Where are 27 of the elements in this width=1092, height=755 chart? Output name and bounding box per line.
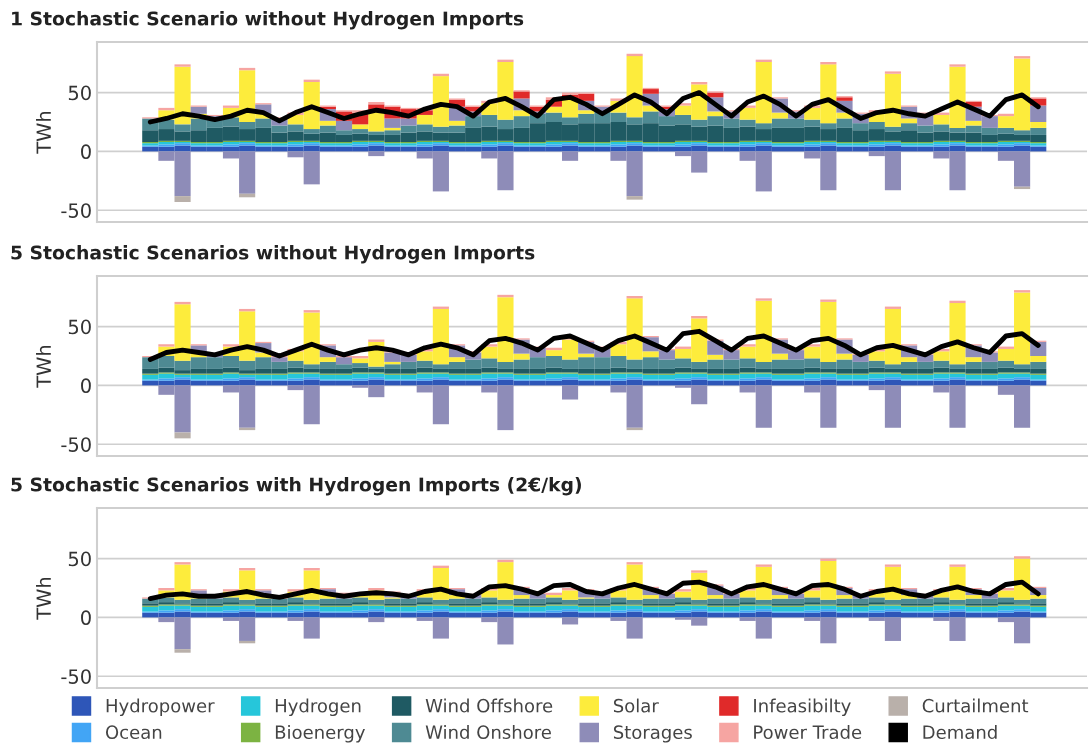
y-tick-label: 0 — [81, 378, 91, 394]
legend-label: Wind Offshore — [425, 698, 553, 713]
legend-label: Hydropower — [106, 698, 215, 717]
y-axis-title: TWh — [36, 577, 51, 620]
y-tick-label: 50 — [68, 551, 91, 567]
y-axis-title: TWh — [36, 111, 51, 154]
legend-label: Power Trade — [754, 725, 862, 740]
legend-label: Solar — [613, 698, 659, 713]
legend-label: Demand — [923, 725, 997, 740]
legend-label: Hydrogen — [275, 698, 361, 717]
y-axis-title: TWh — [36, 345, 51, 388]
legend-label: Bioenergy — [275, 725, 365, 743]
legend-label: Storages — [613, 725, 692, 743]
legend-label: Ocean — [105, 725, 162, 740]
y-tick-label: 50 — [68, 85, 91, 101]
y-tick-label: 0 — [81, 610, 91, 626]
chart-title: 5 Stochastic Scenarios without Hydrogen Imports — [11, 245, 535, 264]
chart-title: 1 Stochastic Scenario without Hydrogen Imports — [12, 11, 524, 30]
chart-title: 5 Stochastic Scenarios with Hydrogen Imports (2€/kg) — [11, 477, 581, 496]
y-tick-label: 0 — [81, 144, 91, 160]
y-tick-label: -50 — [61, 437, 91, 452]
legend-label: Wind Onshore — [425, 725, 551, 740]
y-tick-label: -50 — [61, 669, 91, 684]
y-tick-label: 50 — [68, 319, 91, 335]
legend-label: Curtailment — [922, 698, 1029, 713]
y-tick-label: -50 — [61, 203, 91, 218]
legend-label: Infeasibilty — [754, 698, 851, 717]
